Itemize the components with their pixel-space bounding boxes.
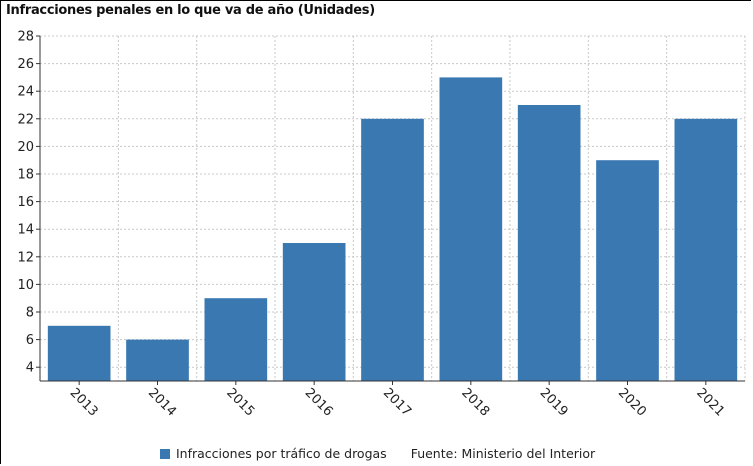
y-tick-label: 12 — [17, 250, 34, 265]
bar — [126, 339, 189, 381]
source-note: Fuente: Ministerio del Interior — [410, 446, 596, 461]
bar-chart: 4 6 8 10 12 14 16 18 20 22 24 26 28 2013 2014 2015 2016 2… — [17, 30, 746, 420]
x-tick-label: 2018 — [458, 386, 492, 420]
chart-title: Infracciones penales en lo que va de año… — [6, 3, 375, 18]
x-tick-label: 2020 — [615, 386, 649, 420]
legend-swatch — [160, 448, 170, 459]
y-tick-label: 8 — [26, 306, 34, 321]
y-tick-label: 10 — [17, 278, 34, 293]
y-tick-label: 24 — [17, 85, 34, 100]
legend: Infracciones por tráfico de drogas Fuent… — [160, 446, 595, 461]
bar — [596, 160, 659, 381]
bar — [439, 77, 503, 382]
legend-series-label: Infracciones por tráfico de drogas — [176, 446, 387, 461]
bar — [674, 118, 738, 382]
y-tick-label: 4 — [26, 361, 34, 376]
y-tick-label: 16 — [17, 195, 34, 210]
bar — [282, 243, 346, 381]
y-tick-label: 26 — [17, 57, 34, 72]
y-tick-label: 28 — [17, 30, 34, 45]
bar — [517, 105, 581, 381]
x-tick-label: 2021 — [693, 386, 727, 420]
x-tick-label: 2019 — [537, 386, 571, 420]
x-tick-label: 2015 — [223, 386, 257, 420]
y-tick-label: 6 — [26, 333, 34, 348]
bar — [361, 118, 424, 382]
y-tick-label: 20 — [17, 140, 34, 155]
bar — [204, 298, 268, 381]
bar — [47, 325, 111, 381]
y-tick-label: 14 — [17, 223, 34, 238]
x-tick-label: 2017 — [380, 386, 414, 420]
y-tick-label: 22 — [17, 112, 34, 127]
x-tick-label: 2013 — [67, 386, 101, 420]
y-tick-label: 18 — [17, 168, 34, 183]
x-tick-label: 2016 — [302, 386, 336, 420]
x-tick-label: 2014 — [145, 386, 179, 420]
